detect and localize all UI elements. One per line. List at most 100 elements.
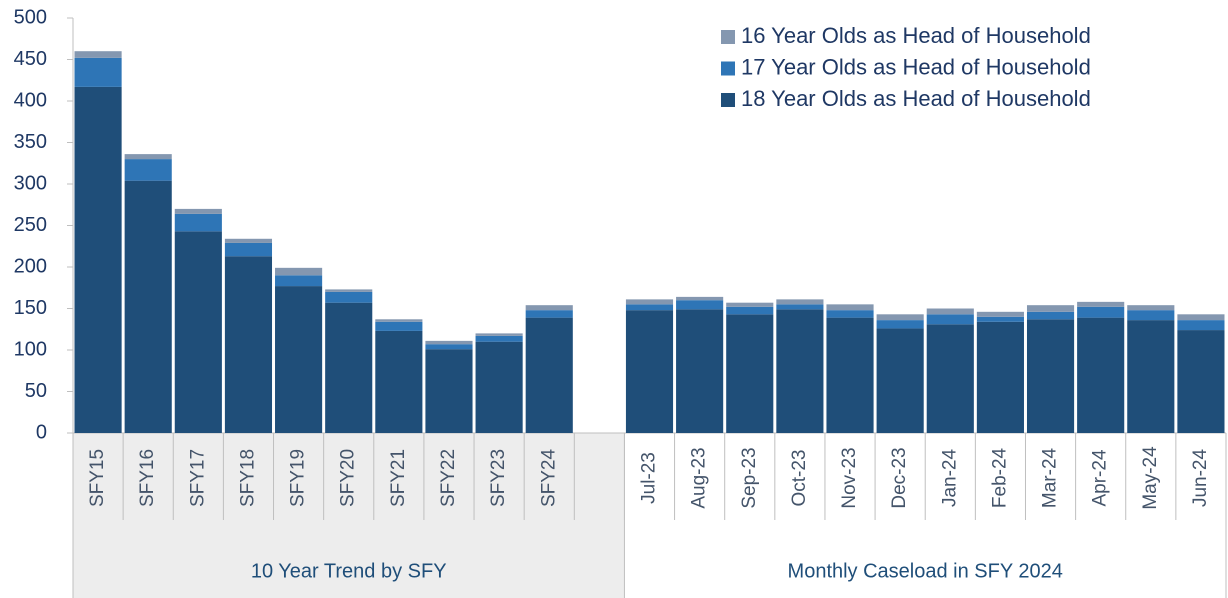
bar-segment xyxy=(776,309,824,433)
y-tick-label: 350 xyxy=(14,131,47,153)
x-tick-label: Nov-23 xyxy=(839,447,860,508)
x-tick-label: SFY22 xyxy=(438,449,459,507)
bar-segment xyxy=(174,231,222,433)
bar-segment xyxy=(1077,306,1125,318)
bar-segment xyxy=(124,159,172,181)
bar-segment xyxy=(525,310,573,318)
bar-segment xyxy=(826,310,874,318)
x-tick-label: Aug-23 xyxy=(689,447,710,508)
legend-label: 17 Year Olds as Head of Household xyxy=(741,54,1091,79)
bar-segment xyxy=(224,238,273,243)
bar-segment xyxy=(726,314,774,433)
legend-swatch xyxy=(721,61,735,76)
y-tick-label: 100 xyxy=(14,338,47,360)
bar-segment xyxy=(1127,305,1175,311)
bar-segment xyxy=(926,324,974,433)
bar-segment xyxy=(1127,310,1175,321)
bar-segment xyxy=(676,300,724,310)
bar-segment xyxy=(525,305,573,311)
bar-segment xyxy=(275,267,323,276)
bar-segment xyxy=(325,289,373,292)
bar-segment xyxy=(425,349,473,433)
x-tick-label: Jan-24 xyxy=(939,449,960,508)
x-tick-label: Mar-24 xyxy=(1040,447,1061,508)
bar-segment xyxy=(1026,305,1075,312)
bar-segment xyxy=(124,180,172,433)
y-tick-label: 450 xyxy=(14,48,47,70)
bar-segment xyxy=(1077,301,1125,307)
x-tick-label: SFY18 xyxy=(237,449,258,507)
x-tick-label: Oct-23 xyxy=(789,449,810,506)
x-tick-label: SFY15 xyxy=(87,449,108,507)
group-label: 10 Year Trend by SFY xyxy=(251,560,447,582)
bar-segment xyxy=(174,208,222,214)
y-tick-label: 250 xyxy=(14,214,47,236)
x-tick-label: SFY21 xyxy=(388,449,409,507)
y-tick-label: 500 xyxy=(14,6,47,28)
y-tick-label: 50 xyxy=(25,380,47,402)
bar-segment xyxy=(375,321,423,331)
bar-segment xyxy=(976,321,1024,433)
bar-segment xyxy=(625,304,674,311)
x-tick-label: Sep-23 xyxy=(739,447,760,508)
bar-segment xyxy=(375,330,423,433)
bar-segment xyxy=(325,302,373,433)
bar-segment xyxy=(776,299,824,305)
bar-segment xyxy=(425,344,473,350)
bar-segment xyxy=(74,51,122,58)
bar-segment xyxy=(475,333,523,336)
x-tick-label: Apr-24 xyxy=(1090,449,1111,506)
y-tick-label: 150 xyxy=(14,297,47,319)
x-tick-label: May-24 xyxy=(1140,446,1161,510)
x-tick-label: SFY19 xyxy=(288,449,309,507)
bar-segment xyxy=(976,311,1024,317)
x-tick-label: Jul-23 xyxy=(639,452,660,504)
bar-segment xyxy=(275,275,323,287)
y-tick-label: 0 xyxy=(36,421,47,443)
bar-segment xyxy=(275,286,323,433)
y-tick-label: 400 xyxy=(14,89,47,111)
bar-segment xyxy=(876,314,924,321)
bar-segment xyxy=(1177,330,1225,433)
y-tick-label: 300 xyxy=(14,172,47,194)
bar-segment xyxy=(826,304,874,311)
bar-segment xyxy=(1177,314,1225,321)
bar-segment xyxy=(1026,311,1075,320)
bar-segment xyxy=(1177,320,1225,331)
legend-swatch xyxy=(721,30,735,44)
bar-segment xyxy=(776,304,824,310)
x-tick-label: SFY23 xyxy=(488,449,509,507)
bar-segment xyxy=(726,306,774,315)
bar-segment xyxy=(224,242,273,257)
bar-segment xyxy=(224,256,273,433)
bar-segment xyxy=(475,341,523,433)
legend-label: 16 Year Olds as Head of Household xyxy=(741,23,1091,48)
bar-segment xyxy=(124,154,172,160)
bar-segment xyxy=(976,316,1024,322)
legend-label: 18 Year Olds as Head of Household xyxy=(741,86,1091,111)
bar-segment xyxy=(475,335,523,342)
x-tick-label: Jun-24 xyxy=(1190,449,1211,508)
bar-segment xyxy=(676,309,724,433)
bar-segment xyxy=(926,314,974,325)
bar-segment xyxy=(1077,317,1125,433)
x-tick-label: SFY17 xyxy=(187,449,208,507)
legend-swatch xyxy=(721,93,735,107)
x-tick-label: Dec-23 xyxy=(889,447,910,508)
bar-segment xyxy=(625,299,674,305)
y-tick-label: 200 xyxy=(14,255,47,277)
group-label: Monthly Caseload in SFY 2024 xyxy=(788,560,1063,582)
bar-segment xyxy=(625,310,674,433)
bar-segment xyxy=(525,317,573,433)
bar-segment xyxy=(1127,320,1175,433)
x-tick-label: SFY20 xyxy=(338,449,359,507)
bar-segment xyxy=(826,317,874,433)
bar-segment xyxy=(74,57,122,87)
group-background xyxy=(73,433,625,598)
x-tick-label: SFY24 xyxy=(538,449,559,508)
x-tick-label: Feb-24 xyxy=(989,447,1010,508)
bar-segment xyxy=(74,86,122,433)
bar-segment xyxy=(325,291,373,303)
bar-segment xyxy=(375,319,423,322)
